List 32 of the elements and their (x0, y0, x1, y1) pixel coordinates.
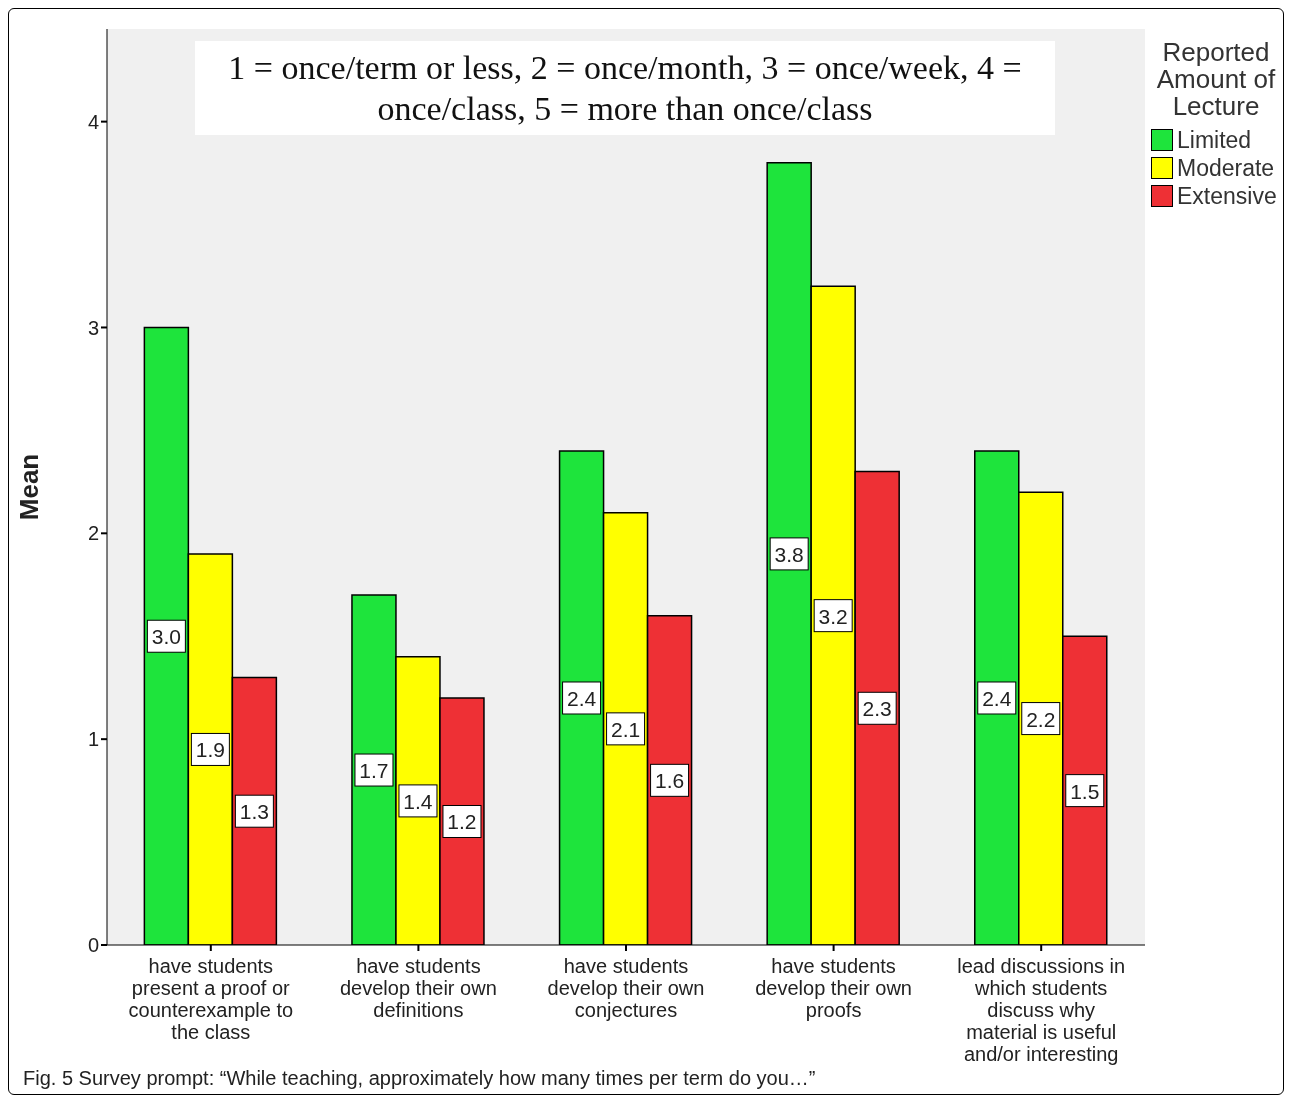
x-tick-label: lead discussions in which students discuss why material is useful and/or interesting (957, 955, 1126, 1065)
caption: Fig. 5 Survey prompt: “While teaching, approximately how many times per term do you…” (23, 1067, 816, 1090)
data-label: 1.5 (1070, 779, 1100, 803)
data-label: 1.2 (447, 810, 477, 834)
x-tick-label: have students present a proof or counterexample to the class (128, 955, 294, 1043)
x-tick-label: have students develop their own conjectures (547, 955, 705, 1021)
y-tick-label: 1 (87, 728, 99, 751)
y-tick-label: 2 (87, 522, 99, 545)
data-label: 2.3 (862, 697, 892, 721)
data-label: 1.9 (195, 738, 225, 762)
y-axis-title: Mean (14, 453, 45, 521)
y-tick-label: 0 (87, 934, 99, 957)
data-label: 2.4 (566, 686, 597, 710)
x-tick-label: have students develop their own proofs (755, 955, 912, 1021)
legend-title: Reported Amount of Lecture (1155, 37, 1277, 121)
data-label: 1.7 (359, 759, 389, 783)
data-label: 3.8 (774, 542, 804, 566)
data-label: 3.2 (818, 604, 848, 628)
data-label: 2.2 (1026, 707, 1056, 731)
y-tick-label: 4 (87, 110, 99, 133)
data-label: 3.0 (151, 625, 181, 649)
data-label: 1.6 (654, 769, 685, 793)
y-tick-label: 3 (87, 316, 99, 339)
data-label: 1.3 (239, 800, 269, 824)
x-tick-label: have students develop their own definitions (340, 955, 497, 1021)
legend-label: Limited (1177, 126, 1252, 154)
data-label: 2.1 (610, 717, 641, 741)
legend-label: Moderate (1177, 154, 1275, 182)
data-label: 1.4 (403, 789, 433, 813)
data-label: 2.4 (982, 686, 1012, 710)
annotation: 1 = once/term or less, 2 = once/month, 3 = once/week, 4 = once/class, 5 = more than once/class (195, 41, 1055, 135)
legend-label: Extensive (1177, 182, 1277, 210)
